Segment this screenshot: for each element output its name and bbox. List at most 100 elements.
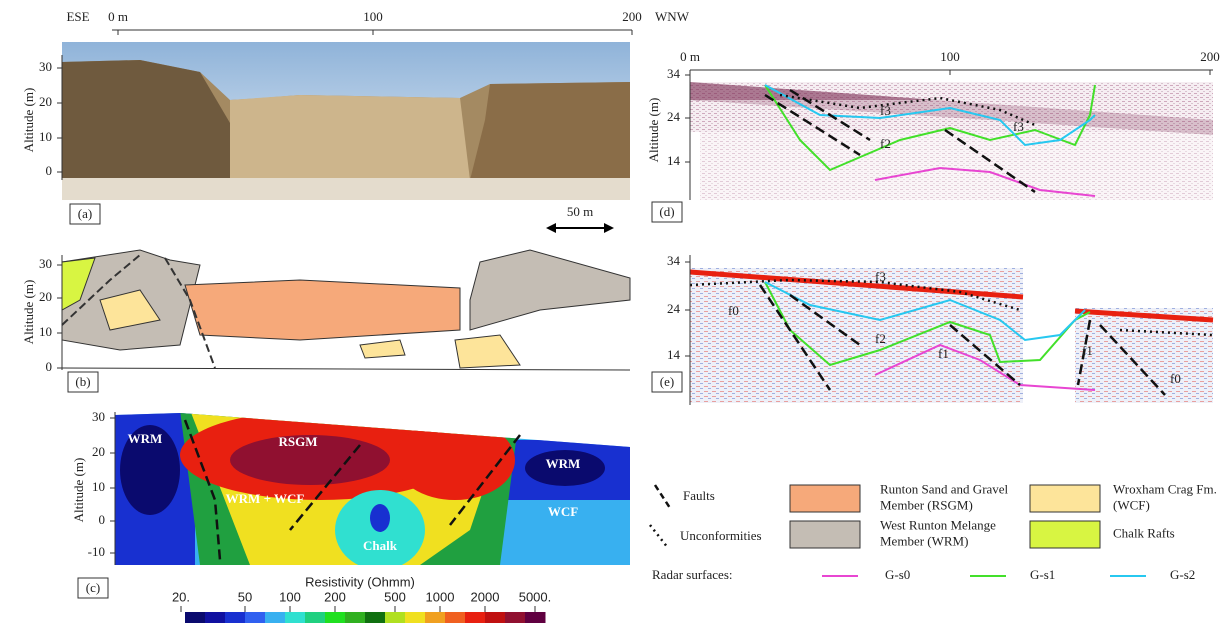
unit-label: Chalk <box>363 538 398 553</box>
panel-label: (e) <box>660 374 674 389</box>
colorbar-segment <box>525 612 546 623</box>
fault-label: f0 <box>1170 371 1181 386</box>
unit-label: WRM + WCF <box>226 491 305 506</box>
colorbar-tick-label: 100 <box>279 589 301 604</box>
scale-arrow <box>604 223 614 233</box>
legend-label: Wroxham Crag Fm. <box>1113 481 1217 496</box>
y-tick-label: 20 <box>39 289 52 304</box>
x-tick-label: 100 <box>363 9 383 24</box>
colorbar-segment <box>325 612 346 623</box>
colorbar-tick-label: 1000 <box>426 589 455 604</box>
y-tick-label: -10 <box>88 544 105 559</box>
y-axis-label: Altitude (m) <box>21 88 36 153</box>
legend-label: G-s2 <box>1170 567 1195 582</box>
y-tick-label: 10 <box>39 324 52 339</box>
scale-arrow <box>546 223 556 233</box>
photo <box>62 42 630 200</box>
colorbar-segment <box>305 612 326 623</box>
x-tick-label: 200 <box>622 9 642 24</box>
fault-label: f3 <box>875 269 886 284</box>
y-tick-label: 0 <box>99 512 106 527</box>
fault-label: f3 <box>1013 119 1024 134</box>
legend-label: Runton Sand and Gravel <box>880 481 1009 496</box>
y-tick-label: 30 <box>39 256 52 271</box>
y-tick-label: 24 <box>667 109 681 124</box>
y-tick-label: 24 <box>667 301 681 316</box>
colorbar-tick-label: 50 <box>238 589 252 604</box>
y-tick-label: 0 <box>46 163 53 178</box>
y-tick-label: 14 <box>667 153 681 168</box>
legend-label: G-s1 <box>1030 567 1055 582</box>
colorbar-tick-label: 200 <box>324 589 346 604</box>
colorbar-tick-label: 20. <box>172 589 190 604</box>
legend-fault <box>655 485 670 508</box>
radargram <box>690 268 1023 403</box>
y-tick-label: 20 <box>92 444 105 459</box>
legend-label: Member (WRM) <box>880 533 968 548</box>
x-tick-label: 200 <box>1200 49 1220 64</box>
y-tick-label: 20 <box>39 94 52 109</box>
legend-label: Chalk Rafts <box>1113 525 1175 540</box>
colorbar-segment <box>345 612 366 623</box>
fault-label: f3 <box>880 103 891 118</box>
y-tick-label: 10 <box>39 129 52 144</box>
colorbar-tick-label: 2000 <box>471 589 500 604</box>
legend-unconformity <box>650 525 668 548</box>
colorbar-title: Resistivity (Ohmm) <box>305 574 415 589</box>
legend-label: Member (RSGM) <box>880 497 973 512</box>
x-tick-label: 100 <box>940 49 960 64</box>
y-axis-label: Altitude (m) <box>71 458 86 523</box>
fault-label: f0 <box>728 303 739 318</box>
legend-label: (WCF) <box>1113 497 1150 512</box>
fault-label: f2 <box>875 331 886 346</box>
colorbar-segment <box>265 612 286 623</box>
colorbar-segment <box>425 612 446 623</box>
colorbar-segment <box>445 612 466 623</box>
unit-label: RSGM <box>279 434 318 449</box>
y-tick-label: 30 <box>92 409 105 424</box>
fault-label: f1 <box>1082 343 1093 358</box>
y-tick-label: 0 <box>46 359 53 374</box>
colorbar-segment <box>385 612 406 623</box>
colorbar-segment <box>225 612 246 623</box>
legend-label: G-s0 <box>885 567 910 582</box>
panel-label: (d) <box>659 204 674 219</box>
y-tick-label: 34 <box>667 253 681 268</box>
panel-label: (b) <box>75 374 90 389</box>
legend-swatch <box>790 485 860 512</box>
colorbar-segment <box>185 612 206 623</box>
colorbar-segment <box>365 612 386 623</box>
legend-label: West Runton Melange <box>880 517 996 532</box>
colorbar-tick-label: 5000. <box>519 589 552 604</box>
fault-label: f1 <box>938 346 949 361</box>
figure: ESEWNW0 m1002003020100Altitude (m)(a)50 … <box>0 0 1223 623</box>
legend-swatch <box>1030 485 1100 512</box>
colorbar-segment <box>205 612 226 623</box>
legend-swatch <box>790 521 860 548</box>
colorbar-segment <box>245 612 266 623</box>
unit-label: WRM <box>128 431 163 446</box>
legend-label: Faults <box>683 488 715 503</box>
radargram <box>700 100 1213 200</box>
y-axis-label: Altitude (m) <box>21 280 36 345</box>
y-tick-label: 30 <box>39 59 52 74</box>
radargram <box>1075 308 1213 403</box>
panel-label: (a) <box>78 206 92 221</box>
legend-swatch <box>1030 521 1100 548</box>
colorbar <box>185 612 546 623</box>
x-tick-label: 0 m <box>108 9 128 24</box>
x-tick-label: 0 m <box>680 49 700 64</box>
unit-label: WRM <box>546 456 581 471</box>
y-tick-label: 10 <box>92 479 105 494</box>
colorbar-segment <box>485 612 506 623</box>
panel-label: (c) <box>86 580 100 595</box>
colorbar-segment <box>465 612 486 623</box>
colorbar-segment <box>405 612 426 623</box>
scale-label: 50 m <box>567 204 593 219</box>
colorbar-segment <box>505 612 526 623</box>
colorbar-segment <box>285 612 306 623</box>
legend-title: Radar surfaces: <box>652 567 733 582</box>
unit-label: WCF <box>548 504 578 519</box>
y-tick-label: 14 <box>667 347 681 362</box>
fault-label: f2 <box>880 136 891 151</box>
